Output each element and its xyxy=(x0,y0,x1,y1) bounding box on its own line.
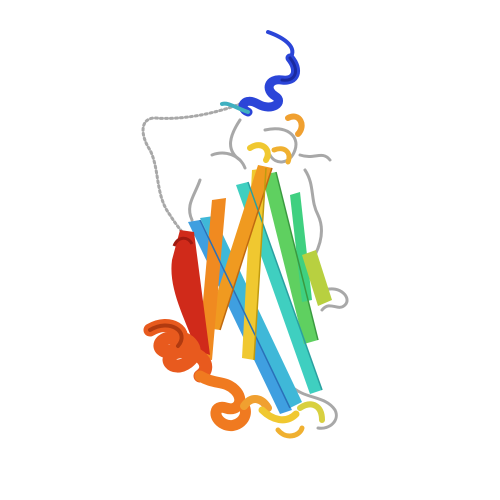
right-lower-coil xyxy=(320,287,349,312)
right-coil xyxy=(303,168,323,257)
top-small-strands xyxy=(247,113,305,165)
c-terminal-helix xyxy=(143,319,272,431)
left-coil-loop xyxy=(141,98,252,242)
red-strand xyxy=(171,230,210,355)
bottom-strands xyxy=(258,401,325,439)
top-coil-3 xyxy=(210,151,247,170)
mid-coil xyxy=(188,178,202,222)
top-coil-4 xyxy=(298,153,332,162)
beta-sheet xyxy=(188,165,332,414)
coil-loops xyxy=(141,98,349,430)
n-terminal-helix xyxy=(220,30,301,117)
strand-orange xyxy=(206,165,272,330)
top-coil-2 xyxy=(263,127,298,164)
strand-yellowgreen xyxy=(302,250,332,306)
strand-green-2 xyxy=(290,192,312,302)
bottom-coil xyxy=(288,383,338,430)
